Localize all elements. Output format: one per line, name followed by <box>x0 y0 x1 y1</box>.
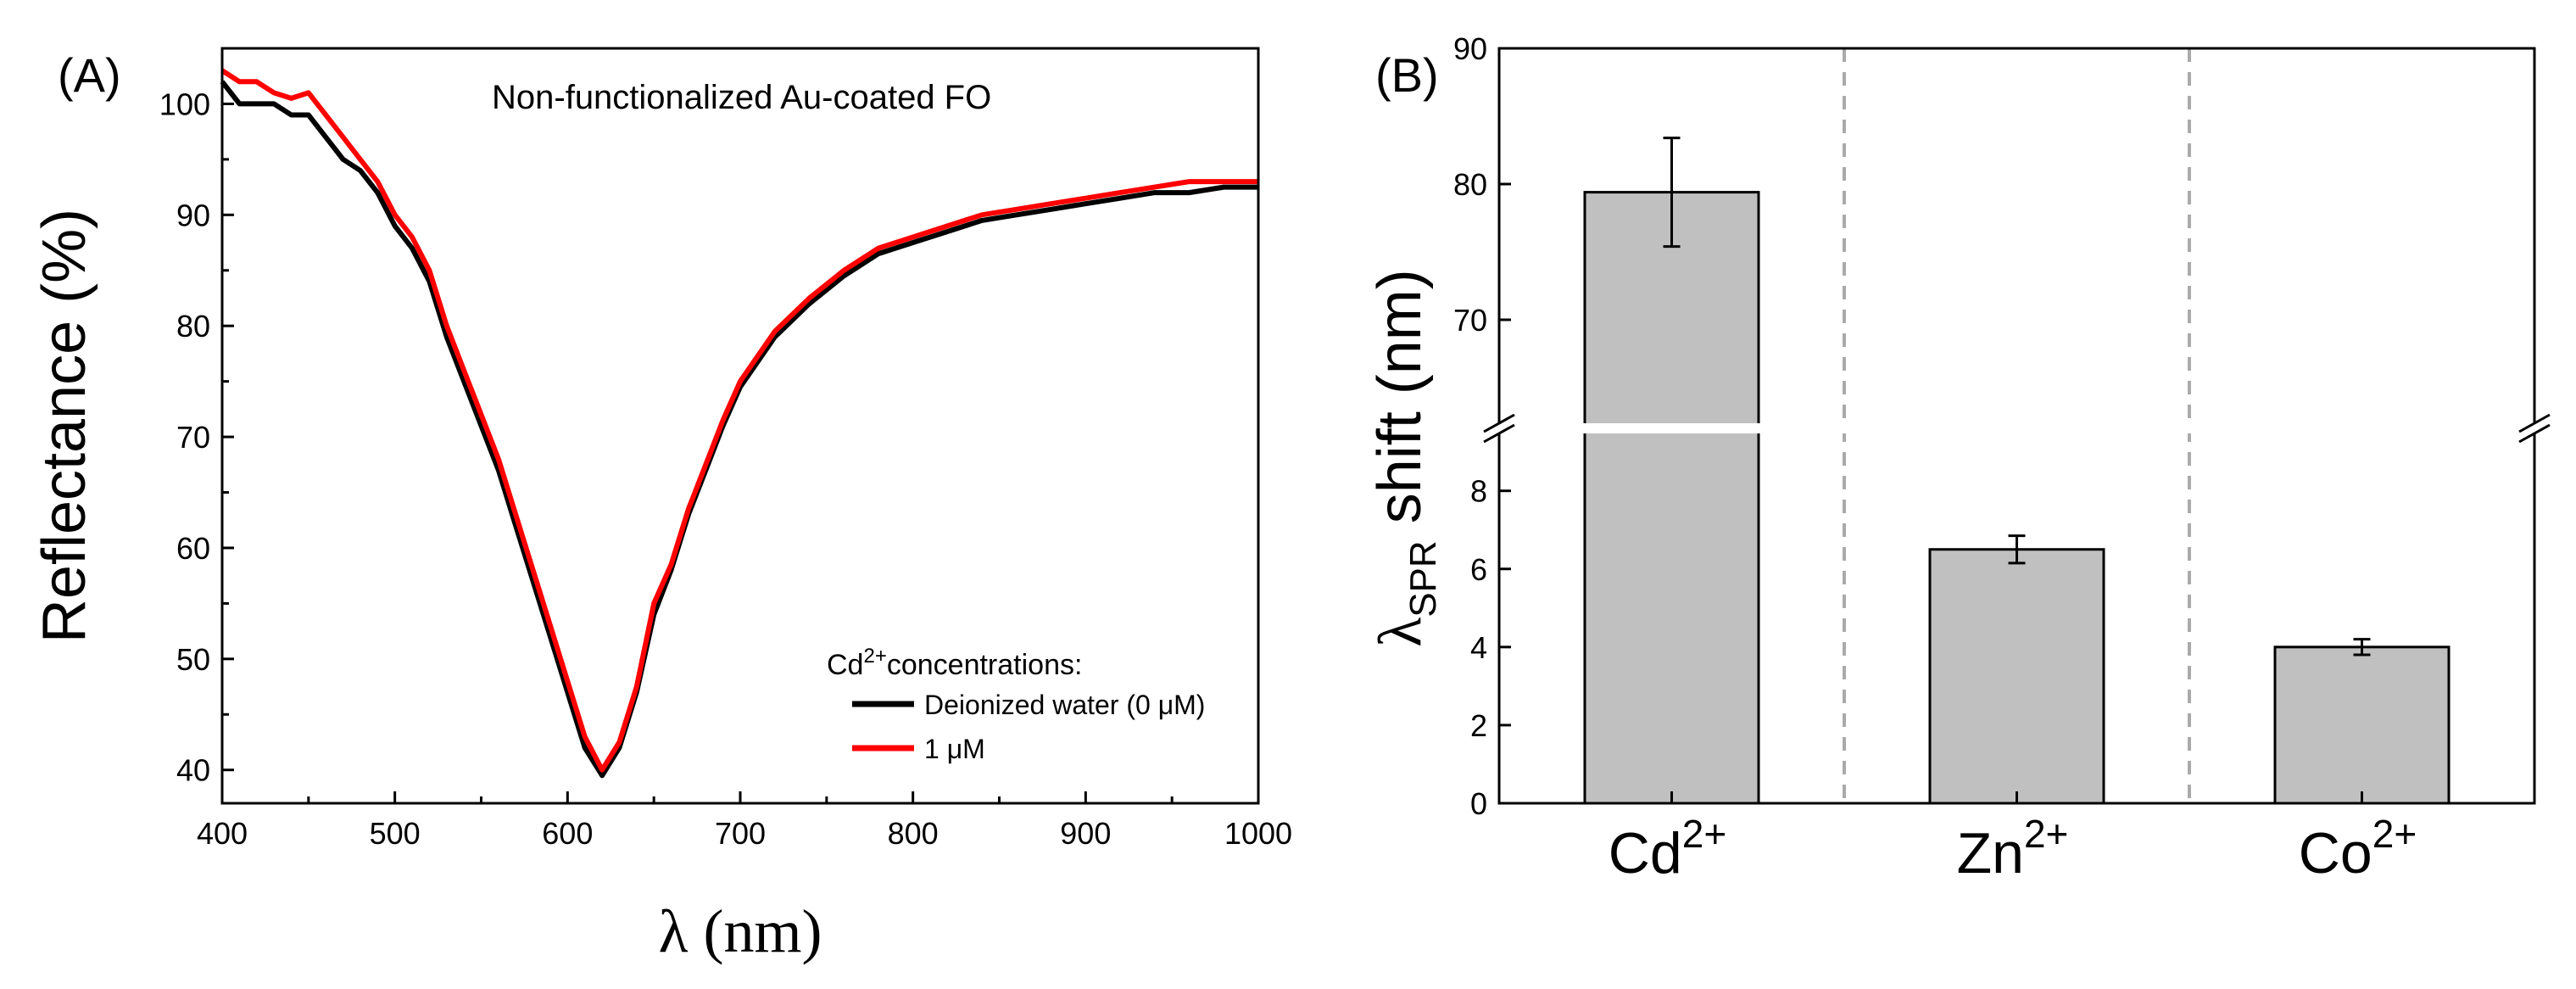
y-tick-label: 50 <box>176 642 210 677</box>
panel-a: (A) Non-functionalized Au-coated FO 400 5… <box>31 47 1292 965</box>
category-label-co: Co2+ <box>2299 812 2417 886</box>
y-tick-label: 8 <box>1470 474 1487 509</box>
y-tick-label: 80 <box>1453 167 1487 202</box>
y-tick-label: 0 <box>1470 786 1487 821</box>
panel-b-bars <box>1583 48 2451 805</box>
y-tick-label: 40 <box>176 753 210 788</box>
x-tick-label: 700 <box>715 816 766 851</box>
x-tick-label: 400 <box>197 816 248 851</box>
y-tick-label: 100 <box>159 87 210 121</box>
bar-zn <box>1928 548 2105 805</box>
axis-break-mark <box>2518 413 2551 433</box>
y-tick-label: 4 <box>1470 630 1487 665</box>
bar-co <box>2273 645 2451 805</box>
panel-a-label: (A) <box>58 48 121 102</box>
panel-b-axes: 0 2 4 6 8 70 80 90 <box>1453 31 2363 821</box>
x-tick-label: 900 <box>1060 816 1111 851</box>
y-tick-label: 70 <box>1453 303 1487 338</box>
panel-a-title: Non-functionalized Au-coated FO <box>492 79 991 116</box>
panel-b: (B) 0 2 4 6 8 70 80 90 λSPR shift (nm) Cd2+ Zn2+… <box>1366 31 2551 886</box>
panel-a-ylabel: Reflectance (%) <box>31 209 98 643</box>
panel-a-axes: 400 500 600 700 800 900 1000 40 50 60 70 80 90 100 <box>159 87 1292 851</box>
x-tick-label: 800 <box>888 816 939 851</box>
series-line-deionized-water <box>220 80 1258 779</box>
panel-a-frame <box>220 47 1260 805</box>
y-tick-label: 80 <box>176 309 210 344</box>
panel-b-ylabel: λSPR shift (nm) <box>1366 269 1444 646</box>
x-tick-label: 1000 <box>1224 816 1292 851</box>
legend-entry-0: Deionized water (0 μM) <box>924 690 1205 720</box>
panel-b-label: (B) <box>1375 48 1439 102</box>
axis-break <box>1483 413 2551 444</box>
y-tick-label: 90 <box>1453 31 1487 66</box>
y-tick-label: 6 <box>1470 552 1487 587</box>
bar-cd <box>1583 191 1760 805</box>
axis-break-mark <box>1483 423 1515 444</box>
y-tick-label: 60 <box>176 531 210 566</box>
category-label-zn: Zn2+ <box>1957 812 2069 886</box>
y-tick-label: 2 <box>1470 708 1487 743</box>
panel-a-xlabel: λ (nm) <box>659 897 822 965</box>
legend-entry-1: 1 μM <box>924 734 985 764</box>
legend-title: Cd2+concentrations: <box>827 645 1082 681</box>
y-tick-label: 70 <box>176 420 210 455</box>
series-line-1uM <box>220 68 1258 773</box>
y-tick-label: 90 <box>176 198 210 232</box>
axis-break-mark <box>2518 423 2551 444</box>
break-gap <box>1497 423 2536 433</box>
category-label-cd: Cd2+ <box>1609 812 1726 886</box>
panel-a-legend: Cd2+concentrations: Deionized water (0 μ… <box>827 645 1205 764</box>
x-tick-label: 500 <box>370 816 421 851</box>
panel-a-series <box>220 68 1258 779</box>
x-tick-label: 600 <box>542 816 593 851</box>
panel-b-category-labels: Cd2+ Zn2+ Co2+ <box>1609 812 2417 886</box>
axis-break-mark <box>1483 413 1515 433</box>
